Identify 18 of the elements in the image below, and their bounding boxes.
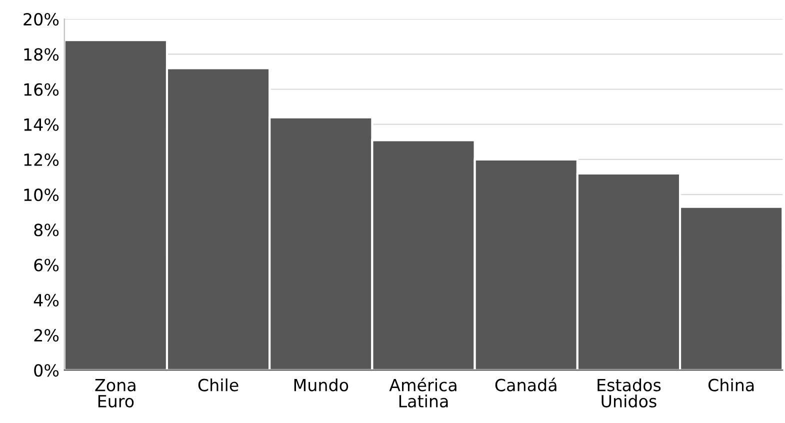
y-tick-label: 8% bbox=[34, 224, 59, 236]
y-tick-label: 20% bbox=[24, 12, 59, 26]
x-tick-label: Chile bbox=[198, 378, 238, 392]
x-tick-label: América Latina bbox=[389, 378, 456, 408]
x-tick-label: Estados Unidos bbox=[598, 378, 661, 408]
y-tick-label: 12% bbox=[24, 153, 59, 166]
y-tick-label: 16% bbox=[24, 83, 59, 96]
y-tick-label: 18% bbox=[24, 48, 59, 61]
x-tick-label: China bbox=[708, 378, 754, 392]
y-tick-label: 0% bbox=[34, 364, 59, 377]
y-tick-label: 4% bbox=[34, 294, 59, 306]
x-tick-label: Zona Euro bbox=[95, 378, 136, 408]
y-tick-label: 14% bbox=[24, 118, 59, 131]
y-tick-label: 6% bbox=[34, 258, 59, 272]
x-tick-label: Mundo bbox=[294, 378, 348, 392]
y-tick-label: 10% bbox=[24, 188, 59, 202]
y-tick-label: 2% bbox=[34, 328, 59, 342]
x-tick-label: Canadá bbox=[495, 378, 556, 392]
